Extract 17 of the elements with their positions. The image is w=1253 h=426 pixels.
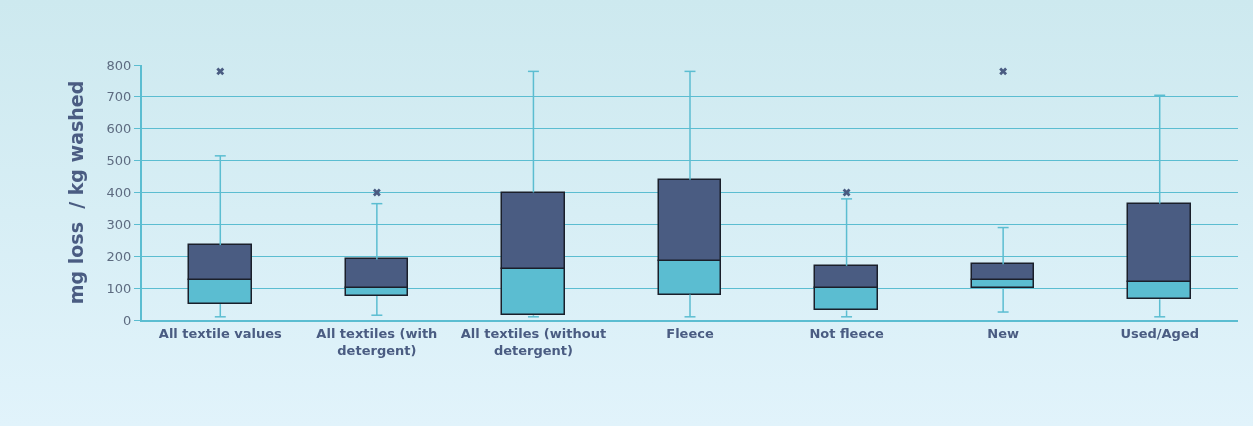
x-tick-label: New xyxy=(987,325,1019,341)
x-tick-label: All textile values xyxy=(158,325,282,341)
y-tick-label: 800 xyxy=(106,57,132,73)
y-tick-label: 0 xyxy=(123,312,132,328)
y-axis-title: mg loss / kg washed xyxy=(64,80,87,305)
y-tick-label: 200 xyxy=(106,248,132,264)
x-tick-label: Fleece xyxy=(666,325,714,341)
y-tick-label: 300 xyxy=(106,216,132,232)
x-tick-label: All textiles (with detergent) xyxy=(316,325,438,358)
y-tick-label: 500 xyxy=(106,153,132,169)
x-tick-label: Used/Aged xyxy=(1120,325,1200,341)
x-tick-label: All textiles (without detergent) xyxy=(460,325,607,358)
y-tick-label: 600 xyxy=(106,121,132,137)
y-tick-label: 100 xyxy=(106,280,132,296)
y-tick-label: 700 xyxy=(106,89,132,105)
x-tick-label: Not fleece xyxy=(809,325,884,341)
y-tick-label: 400 xyxy=(106,185,132,201)
